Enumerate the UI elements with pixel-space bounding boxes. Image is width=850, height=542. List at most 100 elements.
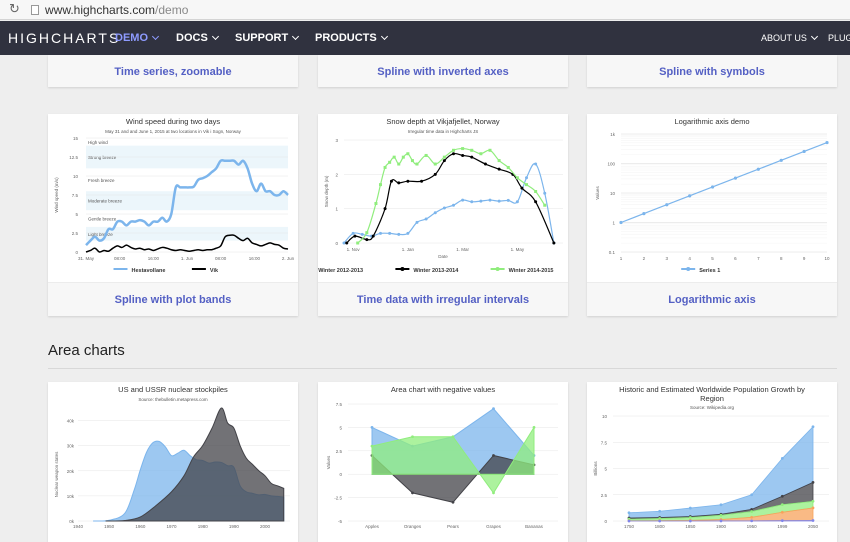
series-marker xyxy=(498,200,501,203)
series-marker xyxy=(402,156,405,159)
series-marker xyxy=(781,495,784,498)
x-tick-label: Pears xyxy=(447,524,460,529)
series-marker xyxy=(492,492,495,495)
nav-support[interactable]: SUPPORT xyxy=(235,21,298,55)
nav-plugins[interactable]: PLUGI xyxy=(828,21,850,55)
demo-card-area-population[interactable]: Historic and Estimated Worldwide Populat… xyxy=(587,382,837,542)
chart-title-line-2: Region xyxy=(700,394,724,403)
demo-card-time-series[interactable]: Time series, zoomable xyxy=(48,55,298,87)
nav-docs-label: DOCS xyxy=(176,32,208,44)
x-tick-label: 2. Jun xyxy=(282,256,295,261)
series-marker xyxy=(552,242,555,245)
series-marker xyxy=(452,204,455,207)
x-tick-label: 1940 xyxy=(73,524,84,529)
series-marker xyxy=(416,221,419,224)
url-field[interactable]: www.highcharts.com/demo xyxy=(45,3,188,17)
x-tick-label: 7 xyxy=(757,256,760,261)
x-tick-label: Grapes xyxy=(486,524,502,529)
nav-about-label: ABOUT US xyxy=(761,33,807,43)
series-marker xyxy=(812,425,815,428)
card-title: Logarithmic axis xyxy=(587,294,837,306)
url-path: /demo xyxy=(155,3,188,17)
series-marker xyxy=(825,141,828,144)
y-tick-label: 15 xyxy=(73,136,79,141)
series-marker xyxy=(365,231,368,234)
reload-icon[interactable]: ↻ xyxy=(9,3,23,17)
x-tick-label: 1950 xyxy=(104,524,115,529)
series-marker xyxy=(461,147,464,150)
series-marker xyxy=(443,156,446,159)
series-marker xyxy=(353,235,356,238)
series-marker xyxy=(420,180,423,183)
logo[interactable]: HIGHCHARTS xyxy=(0,30,120,46)
legend-item-0: Winter 2012-2013 xyxy=(318,268,363,274)
series-marker xyxy=(720,514,723,517)
y-tick-label: 12.5 xyxy=(69,155,78,160)
nav-support-label: SUPPORT xyxy=(235,32,288,44)
series-marker xyxy=(750,493,753,496)
card-title: Spline with plot bands xyxy=(48,294,298,306)
legend-item-2: Winter 2014-2015 xyxy=(509,268,554,274)
legend-marker-0 xyxy=(686,267,690,271)
series-marker xyxy=(507,199,510,202)
nav-docs[interactable]: DOCS xyxy=(176,21,218,55)
nav-demo[interactable]: DEMO xyxy=(115,21,158,55)
series-marker xyxy=(470,200,473,203)
series-marker xyxy=(371,426,374,429)
x-tick-label: 08:00 xyxy=(215,256,227,261)
series-marker xyxy=(411,435,414,438)
chart-subtitle: Source: Wikipedia.org xyxy=(690,405,735,410)
series-marker xyxy=(461,154,464,157)
nav-about-us[interactable]: ABOUT US xyxy=(761,21,817,55)
section-divider xyxy=(48,368,837,369)
y-tick-label: 0 xyxy=(339,472,342,477)
y-tick-label: 40k xyxy=(67,419,75,424)
series-marker xyxy=(470,149,473,152)
y-tick-label: 1 xyxy=(335,207,338,212)
y-tick-label: 20k xyxy=(67,469,75,474)
series-marker xyxy=(689,520,692,523)
x-tick-label: 16:00 xyxy=(148,256,160,261)
series-marker xyxy=(406,180,409,183)
series-marker xyxy=(658,510,661,513)
demo-card-spline-symbols[interactable]: Spline with symbols xyxy=(587,55,837,87)
series-marker xyxy=(812,507,815,510)
series-marker xyxy=(372,235,375,238)
series-marker xyxy=(390,180,393,183)
series-marker xyxy=(543,192,546,195)
series-marker xyxy=(425,217,428,220)
y-axis-title: Billions xyxy=(593,461,598,476)
y-tick-label: 2 xyxy=(335,172,338,177)
legend-item-0: Series 1 xyxy=(699,268,720,274)
card-footer: Logarithmic axis xyxy=(587,282,837,316)
series-marker xyxy=(479,200,482,203)
negative-area-chart: Area chart with negative values-5-2.502.… xyxy=(318,382,568,531)
chart-title: US and USSR nuclear stockpiles xyxy=(118,385,228,394)
series-marker xyxy=(812,500,815,503)
y-tick-label: 0 xyxy=(604,519,607,524)
y-axis-title: Values xyxy=(595,186,600,200)
x-tick-label: 1850 xyxy=(685,524,696,529)
series-marker xyxy=(397,163,400,166)
legend-item-1: Winter 2013-2014 xyxy=(413,268,459,274)
demo-card-spline-inverted[interactable]: Spline with inverted axes xyxy=(318,55,568,87)
legend-item-0: Hestavollane xyxy=(132,268,166,274)
series-marker xyxy=(406,232,409,235)
series-marker xyxy=(534,200,537,203)
y-tick-label: 10 xyxy=(602,414,608,419)
y-axis-title: Values xyxy=(326,455,331,469)
y-tick-label: 100 xyxy=(607,162,615,167)
series-marker xyxy=(470,156,473,159)
nav-products[interactable]: PRODUCTS xyxy=(315,21,387,55)
plot-band-label: Light breeze xyxy=(88,232,113,237)
chevron-down-icon xyxy=(381,33,388,40)
series-marker xyxy=(379,232,382,235)
x-tick-label: 1900 xyxy=(716,524,727,529)
series-marker xyxy=(452,152,455,155)
